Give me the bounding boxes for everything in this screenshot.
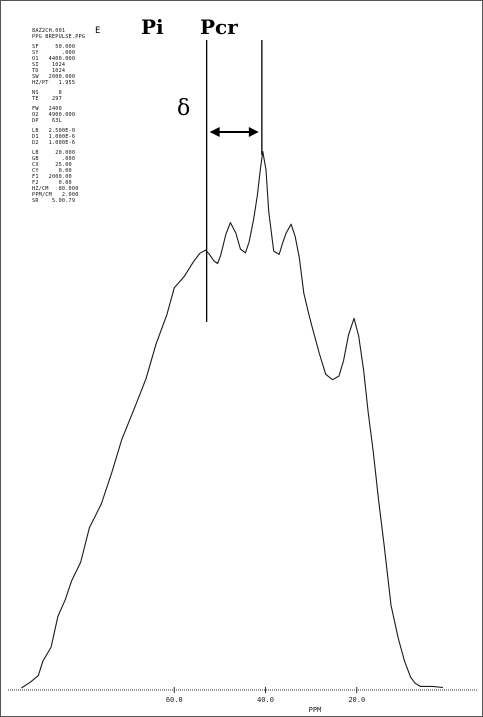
acquisition-parameters: 8AZ2CH.001 PPG BREPULSE.PPG SF 50.000 SY .0… [32,28,142,208]
parameter-line: TD 1024 [32,68,66,74]
spectrum-series [21,151,444,689]
parameter-line: FW 2400 [32,106,62,112]
parameter-line: GB .000 [32,156,76,162]
pi-peak-label: Pi [141,15,164,39]
x-tick-label: 40.0 [257,696,274,704]
parameter-line: HZ/CM 80.000 [32,186,79,192]
parameter-line: 8AZ2CH.001 [32,28,66,34]
parameter-line: SW 2000.000 [32,74,76,80]
parameter-line: F1 2000.00 [32,174,72,180]
parameter-block: FW 2400 O2 4900.000 DP 63L [32,106,142,124]
parameter-line: O1 4400.000 [32,56,76,62]
parameter-line: TE 297 [32,96,62,102]
parameter-block: SF 50.000 SY .000 O1 4400.000 SI 1024 TD 102… [32,44,142,86]
parameter-line: NS 8 [32,90,62,96]
parameter-line: PPM/CM 2.000 [32,192,79,198]
parameter-line: CY 0.00 [32,168,72,174]
parameter-line: LB 20.000 [32,150,76,156]
parameter-block: LB 2.500E-0 D1 1.000E-6 D2 1.000E-6 [32,128,142,146]
x-tick-label: 60.0 [166,696,183,704]
peak-markers [205,40,263,322]
delta-arrow-left-head [209,127,220,137]
parameter-line: SI 1024 [32,62,66,68]
delta-label: δ [177,96,191,121]
parameter-block: LB 20.000 GB .000 CX 25.00 CY 0.00 F1 2000.0… [32,150,142,204]
parameter-line: D2 1.000E-6 [32,140,76,146]
parameter-block: 8AZ2CH.001 PPG BREPULSE.PPG [32,28,142,40]
x-tick-label: 20.0 [348,696,365,704]
parameter-line: CX 25.00 [32,162,72,168]
parameter-line: DP 63L [32,118,62,124]
parameter-line: HZ/PT 1.955 [32,80,76,86]
corner-mark: E [95,26,101,36]
parameter-line: F2 0.00 [32,180,72,186]
parameter-block: NS 8 TE 297 [32,90,142,102]
parameter-line: LB 2.500E-0 [32,128,76,134]
pcr-peak-label: Pcr [200,15,238,39]
x-axis-label: PPM [309,706,322,714]
parameter-line: SF 50.000 [32,44,76,50]
x-axis: 60.0 40.0 20.0 PPM [8,687,478,714]
parameter-line: D1 1.000E-6 [32,134,76,140]
parameter-line: SR 5.00.79 [32,198,76,204]
parameter-line: SY .000 [32,50,76,56]
parameter-line: O2 4900.000 [32,112,76,118]
delta-arrow-right-head [248,127,259,137]
spectrum-line [21,151,444,689]
parameter-line: PPG BREPULSE.PPG [32,34,86,40]
